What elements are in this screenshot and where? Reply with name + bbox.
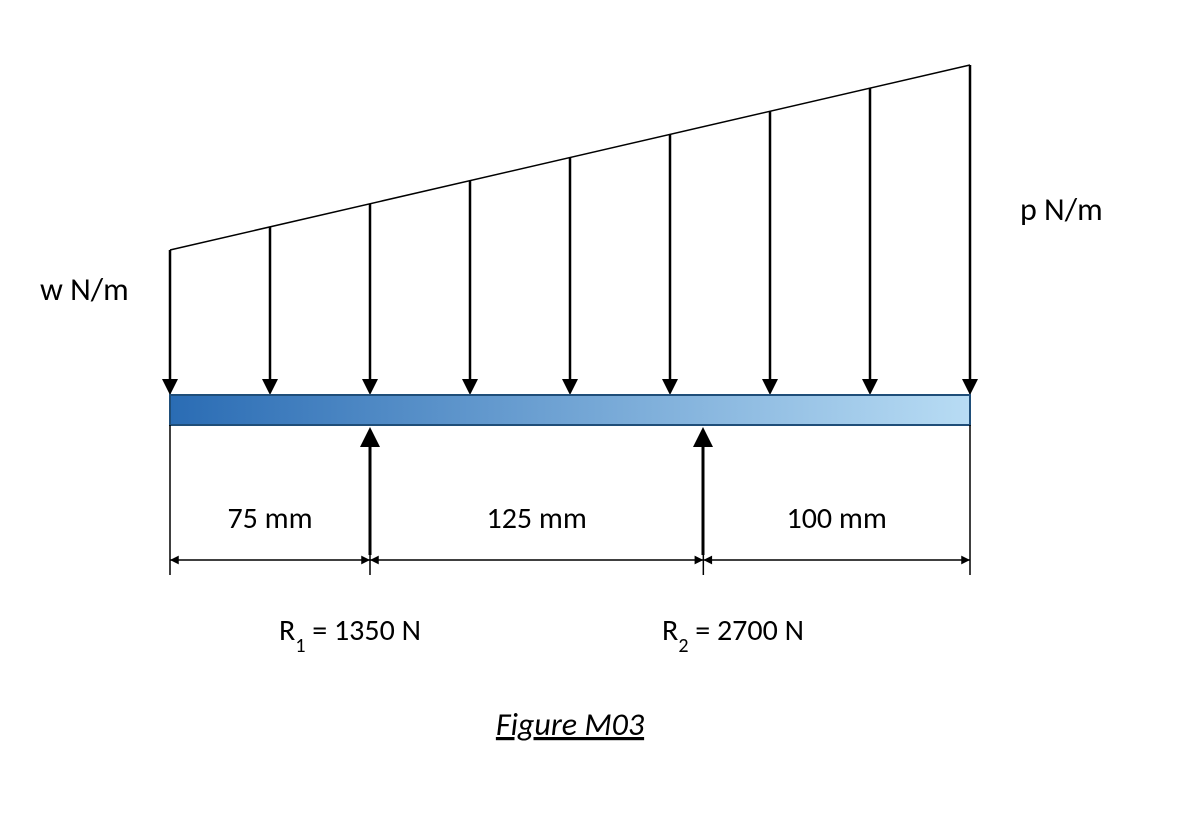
arrowhead-up-icon [360,427,380,447]
arrowhead-down-icon [462,379,478,395]
arrowhead-down-icon [362,379,378,395]
arrowhead-down-icon [262,379,278,395]
arrowhead-up-icon [693,427,713,447]
reaction-R1-label: R1 = 1350 N [279,612,421,658]
arrowhead-down-icon [762,379,778,395]
right-load-label: p N/m [1020,190,1103,229]
left-load-label: w N/m [40,270,129,309]
dimensions: 75 mm 125 mm 100 mm [170,425,970,575]
dimension-label: 75 mm [227,500,312,537]
arrowhead-down-icon [662,379,678,395]
dimension-label: 125 mm [487,500,587,537]
beam [170,395,970,425]
arrowhead-down-icon [562,379,578,395]
figure-label: Figure M03 [496,705,645,744]
arrowhead-down-icon [862,379,878,395]
beam-diagram: 75 mm 125 mm 100 mm w N/m p N/m R1 = 1350 … [0,0,1187,840]
dimension-label: 100 mm [787,500,887,537]
distributed-load [162,65,978,395]
reaction-R2-label: R2 = 2700 N [662,612,804,658]
